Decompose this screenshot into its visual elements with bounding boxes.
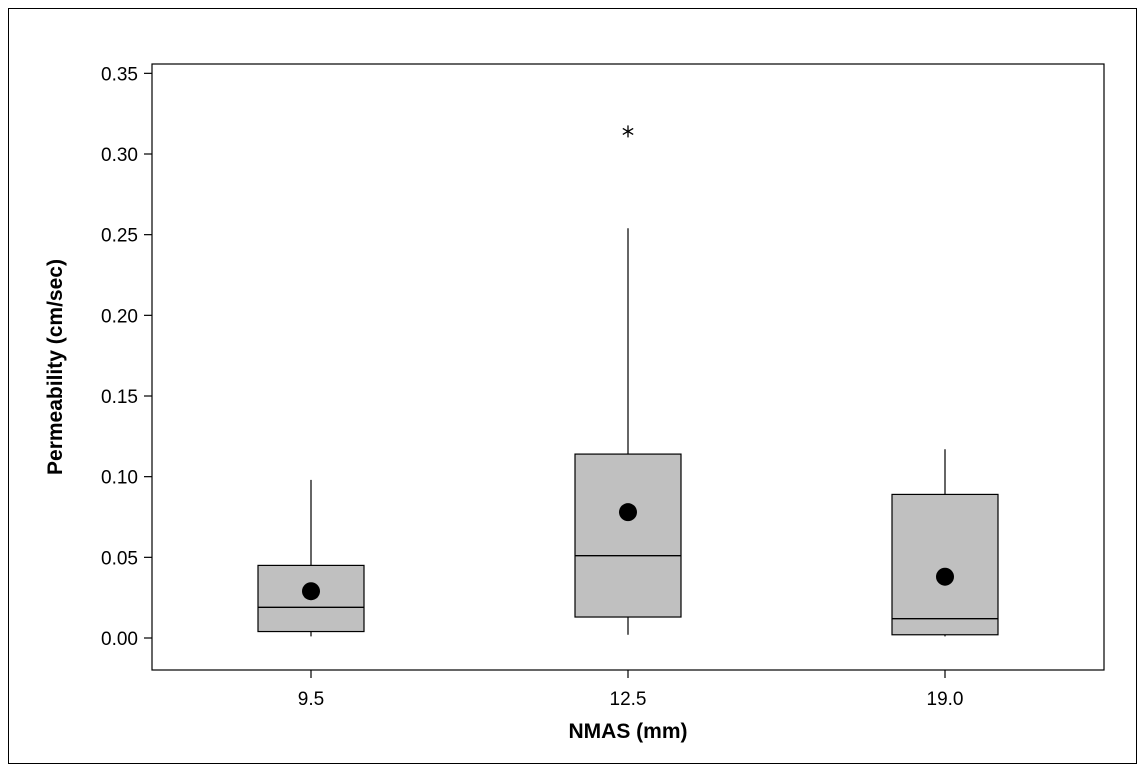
mean-marker	[302, 582, 320, 601]
boxes-group	[257, 125, 999, 637]
x-tick-label: 12.5	[610, 689, 647, 710]
box-12.5	[574, 125, 682, 635]
x-tick-label: 9.5	[298, 689, 324, 710]
outlier-stroke	[622, 127, 634, 135]
y-tick-label: 0.35	[101, 64, 138, 85]
iqr-box	[891, 493, 999, 636]
y-tick-label: 0.30	[101, 145, 138, 166]
mean-marker	[619, 503, 637, 522]
box-19.0	[891, 449, 999, 637]
iqr-box	[574, 453, 682, 618]
x-tick-label: 19.0	[927, 689, 964, 710]
y-tick-label: 0.25	[101, 226, 138, 247]
y-tick-label: 0.20	[101, 306, 138, 327]
y-tick-label: 0.05	[101, 548, 138, 569]
y-tick-label: 0.00	[101, 629, 138, 650]
y-axis-title: Permeability (cm/sec)	[44, 259, 67, 475]
y-tick-label: 0.10	[101, 468, 138, 489]
y-axis: 0.00 0.05 0.10 0.15 0.20 0.25 0.30 0.35	[101, 64, 152, 650]
mean-marker	[936, 567, 954, 586]
x-axis: 9.5 12.5 19.0	[298, 670, 964, 710]
box-9.5	[257, 479, 365, 637]
figure-frame	[8, 8, 1137, 764]
x-axis-title: NMAS (mm)	[569, 720, 688, 743]
outlier-marker	[622, 125, 634, 138]
y-tick-label: 0.15	[101, 387, 138, 408]
